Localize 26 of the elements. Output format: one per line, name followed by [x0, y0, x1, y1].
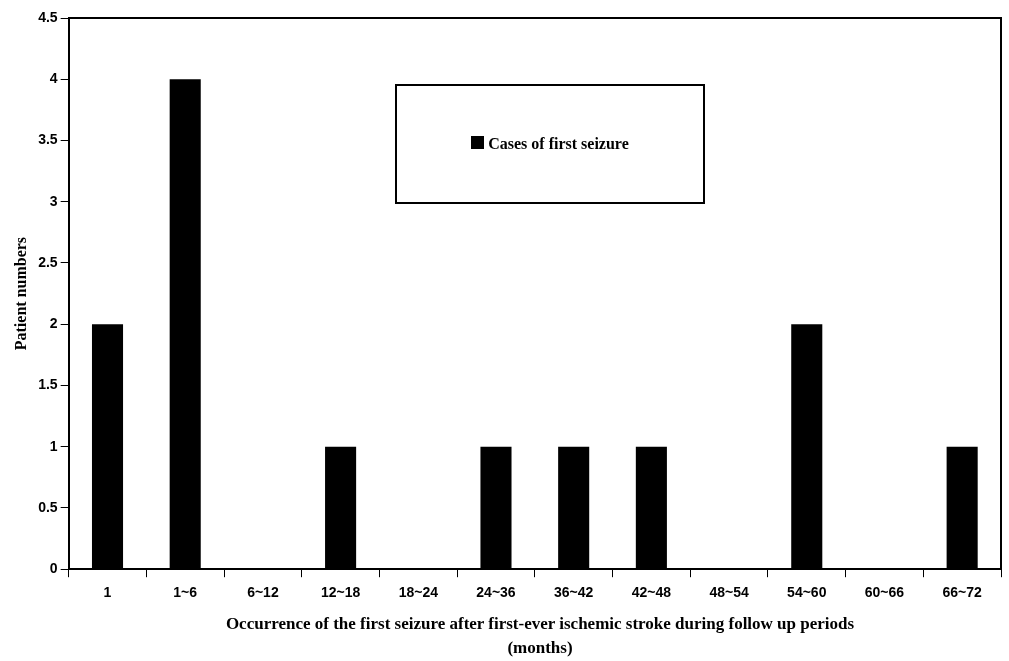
- x-tick-label: 48~54: [709, 584, 749, 601]
- x-tick-label: 42~48: [631, 584, 672, 601]
- x-tick-label: 66~72: [942, 584, 983, 601]
- x-tick-label: 60~66: [864, 584, 905, 601]
- y-tick-label: 2: [49, 315, 58, 332]
- x-tick-label: 24~36: [476, 584, 516, 601]
- x-tick-label: 12~18: [320, 584, 361, 601]
- legend-label: Cases of first seizure: [487, 135, 629, 154]
- y-tick-label: 0: [49, 560, 58, 577]
- y-tick-label: 1.5: [38, 376, 58, 393]
- y-tick-label: 2.5: [38, 253, 58, 270]
- y-tick-label: 4: [49, 70, 58, 87]
- x-tick-label: 36~42: [554, 584, 594, 601]
- x-tick-label: 6~12: [247, 584, 279, 601]
- y-tick-label: 3.5: [38, 131, 58, 148]
- x-tick-label: 54~60: [787, 584, 827, 601]
- y-tick-label: 0.5: [38, 498, 58, 515]
- y-tick-label: 1: [49, 437, 58, 454]
- legend-frame: Cases of first seizure: [394, 84, 705, 205]
- x-axis-title: Occurrence of the first seizure after first-ever ischemic stroke during follow up periods (months): [224, 613, 856, 659]
- y-tick-label: 4.5: [38, 8, 58, 25]
- x-tick-label: 1: [103, 584, 112, 601]
- x-tick-label: 1~6: [173, 584, 198, 601]
- y-tick-label: 3: [49, 192, 58, 209]
- y-axis-title: Patient numbers: [11, 236, 29, 351]
- x-tick-label: 18~24: [398, 584, 439, 601]
